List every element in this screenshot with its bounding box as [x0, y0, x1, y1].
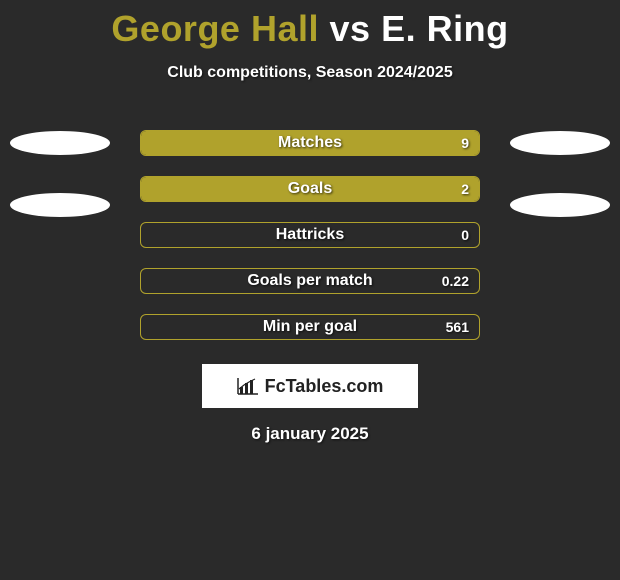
- stat-label: Goals: [141, 177, 479, 201]
- bar-chart-icon: [237, 377, 259, 395]
- stat-row: Matches9: [0, 120, 620, 166]
- vs-text: vs: [330, 8, 371, 49]
- stat-label: Matches: [141, 131, 479, 155]
- player2-name: E. Ring: [381, 8, 509, 49]
- fctables-logo: FcTables.com: [202, 364, 418, 408]
- stat-bar: Goals per match0.22: [140, 268, 480, 294]
- stat-bar: Hattricks0: [140, 222, 480, 248]
- stat-value-right: 561: [446, 315, 469, 339]
- date-text: 6 january 2025: [0, 424, 620, 444]
- ellipse-right: [510, 131, 610, 155]
- stat-row: Min per goal561: [0, 304, 620, 350]
- stat-value-right: 9: [461, 131, 469, 155]
- stat-bar: Min per goal561: [140, 314, 480, 340]
- stat-row: Hattricks0: [0, 212, 620, 258]
- stat-row: Goals2: [0, 166, 620, 212]
- player1-name: George Hall: [111, 8, 319, 49]
- stat-value-right: 0: [461, 223, 469, 247]
- stat-label: Hattricks: [141, 223, 479, 247]
- comparison-chart: Matches9Goals2Hattricks0Goals per match0…: [0, 120, 620, 350]
- stat-value-right: 0.22: [442, 269, 469, 293]
- stat-bar: Matches9: [140, 130, 480, 156]
- page-title: George Hall vs E. Ring: [0, 0, 620, 50]
- stat-label: Min per goal: [141, 315, 479, 339]
- stat-value-right: 2: [461, 177, 469, 201]
- ellipse-left: [10, 131, 110, 155]
- stat-row: Goals per match0.22: [0, 258, 620, 304]
- subtitle: Club competitions, Season 2024/2025: [0, 64, 620, 82]
- stat-bar: Goals2: [140, 176, 480, 202]
- stat-label: Goals per match: [141, 269, 479, 293]
- logo-text: FcTables.com: [265, 376, 384, 397]
